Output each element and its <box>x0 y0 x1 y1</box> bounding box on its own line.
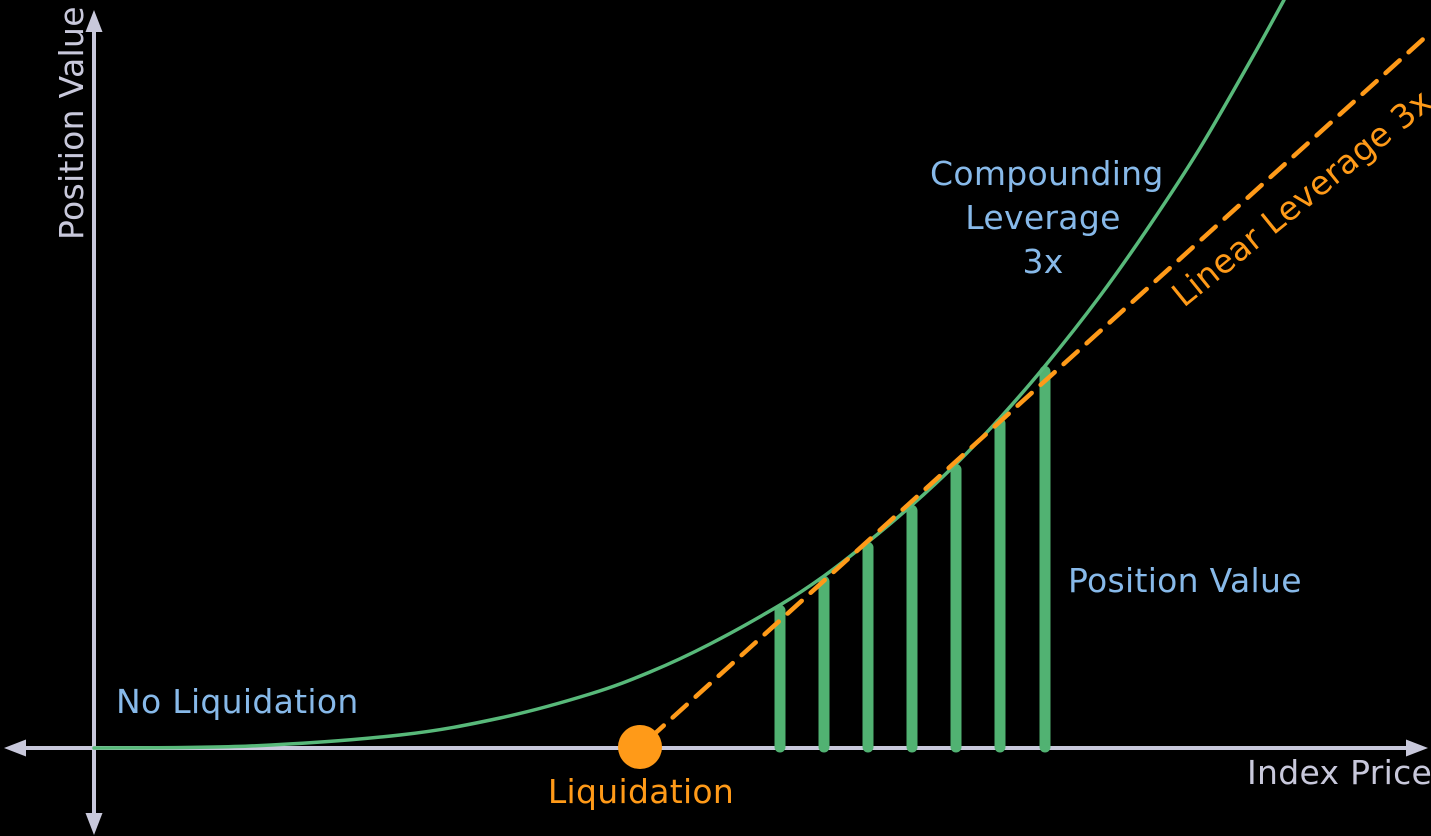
y-axis-title: Position Value <box>52 6 91 240</box>
liquidation-dot <box>618 725 662 769</box>
y-axis-arrow-top <box>85 10 103 32</box>
x-axis-title: Index Price <box>1247 753 1431 792</box>
x-axis-arrow-right <box>1406 739 1428 757</box>
x-axis-arrow-left <box>4 739 26 757</box>
compounding-leverage-label: Compounding Leverage 3x <box>930 154 1164 281</box>
compounding-leverage-curve <box>92 0 1286 750</box>
no-liquidation-label: No Liquidation <box>116 682 359 721</box>
y-axis-arrow-bottom <box>85 813 103 835</box>
linear-leverage-dashed-line <box>637 29 1431 750</box>
liquidation-label: Liquidation <box>547 772 735 811</box>
position-value-label: Position Value <box>1068 561 1302 600</box>
